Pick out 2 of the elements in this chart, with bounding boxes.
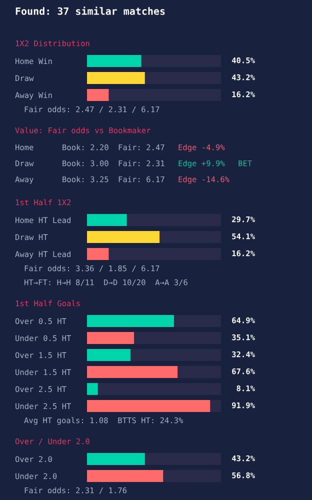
text: Found: 37 similar matches (16, 6, 165, 15)
bar (87, 383, 98, 395)
